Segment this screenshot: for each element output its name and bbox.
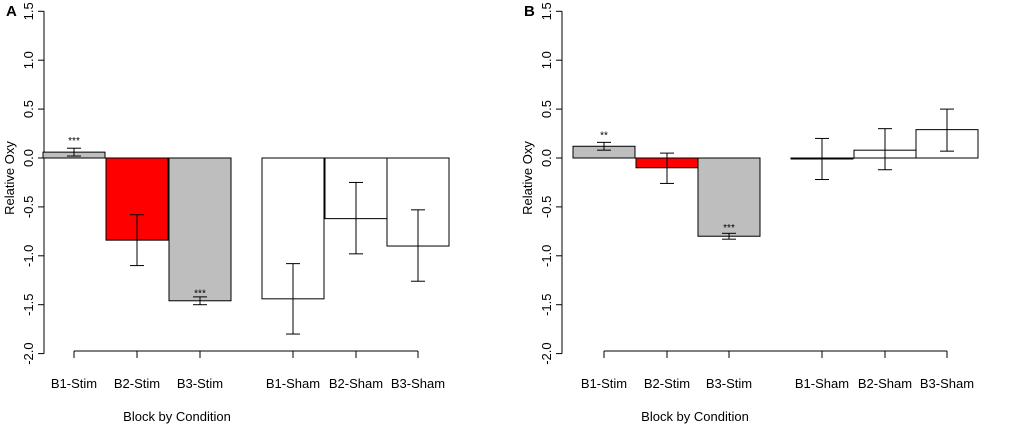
- y-tick-label: 0.5: [539, 100, 554, 118]
- x-tick-label: B3-Sham: [391, 376, 445, 391]
- x-tick-label: B2-Stim: [114, 376, 160, 391]
- y-tick-label: 0.5: [21, 100, 36, 118]
- panel-b: B -2.0 -1.5 -1.0 -0.5 0.0 0.5 1.0 1.5 Relative Ox…: [520, 2, 979, 424]
- panel-label: B: [524, 3, 535, 20]
- y-tick-label: 1.0: [21, 51, 36, 69]
- y-tick-label: -2.0: [21, 342, 36, 364]
- x-axis-title: Block by Condition: [641, 409, 749, 424]
- y-tick-label: 0.0: [21, 149, 36, 167]
- significance-label: ***: [68, 136, 80, 147]
- significance-label: **: [600, 130, 608, 141]
- x-tick-label: B3-Stim: [177, 376, 223, 391]
- x-tick-label: B1-Stim: [581, 376, 627, 391]
- bar: [168, 157, 232, 302]
- x-tick-label: B1-Sham: [795, 376, 849, 391]
- x-tick-label: B3-Sham: [920, 376, 974, 391]
- y-tick-label: 1.5: [21, 2, 36, 20]
- x-tick-label: B1-Sham: [266, 376, 320, 391]
- x-tick-label: B3-Stim: [706, 376, 752, 391]
- bar: [697, 157, 761, 237]
- x-tick-label: B2-Stim: [644, 376, 690, 391]
- y-tick-label: 1.0: [539, 51, 554, 69]
- y-tick-label: -0.5: [539, 196, 554, 218]
- y-tick-label: -1.5: [539, 293, 554, 315]
- panel-label: A: [6, 3, 17, 20]
- significance-label: ***: [194, 289, 206, 300]
- x-axis-title: Block by Condition: [123, 409, 231, 424]
- x-tick-label: B2-Sham: [329, 376, 383, 391]
- x-tick-label: B1-Stim: [51, 376, 97, 391]
- y-axis-title: Relative Oxy: [2, 141, 17, 215]
- y-tick-label: 0.0: [539, 149, 554, 167]
- panel-a: A -2.0 -1.5 -1.0 -0.5 0.0 0.5 1.0 1.5 Relative Ox…: [2, 2, 450, 424]
- x-tick-label: B2-Sham: [858, 376, 912, 391]
- y-tick-label: -1.0: [21, 245, 36, 267]
- y-axis-title: Relative Oxy: [520, 141, 535, 215]
- y-tick-label: -1.5: [21, 293, 36, 315]
- y-tick-label: -0.5: [21, 196, 36, 218]
- significance-label: ***: [723, 223, 735, 234]
- y-tick-label: 1.5: [539, 2, 554, 20]
- y-tick-label: -2.0: [539, 342, 554, 364]
- y-tick-label: -1.0: [539, 245, 554, 267]
